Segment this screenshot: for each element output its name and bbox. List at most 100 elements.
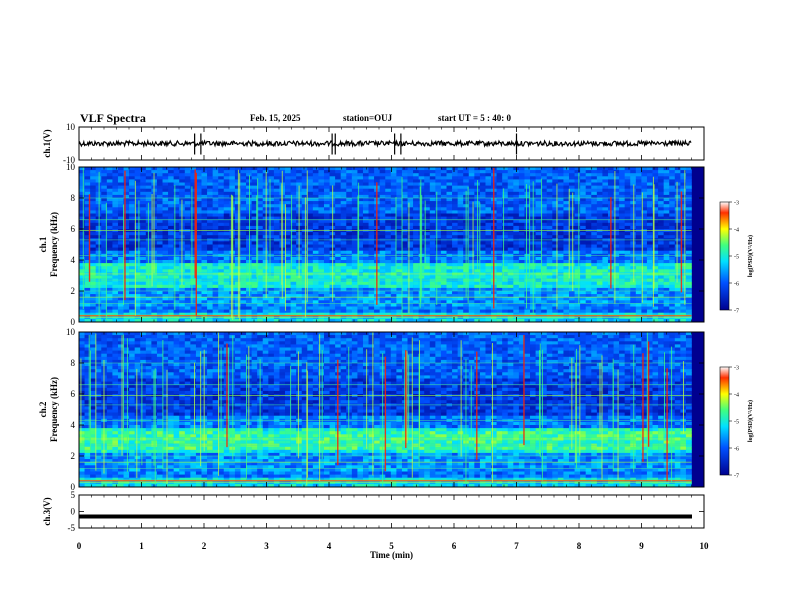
spectrogram-cell <box>479 300 486 304</box>
spectrogram-cell <box>507 318 514 322</box>
spectrogram-cell <box>541 194 548 199</box>
spectrogram-cell <box>591 182 598 186</box>
spectrogram-cell <box>468 225 475 230</box>
spectrogram-cell <box>557 207 564 211</box>
spectrogram-cell <box>156 210 163 214</box>
spectrogram-cell <box>112 222 119 227</box>
spectrogram-cell <box>212 281 219 286</box>
spectrogram-cell <box>440 266 447 270</box>
spectrogram-cell <box>574 219 581 224</box>
spectrogram-cell <box>123 300 130 304</box>
spectrogram-cell <box>312 244 319 248</box>
spectrogram-cell <box>207 182 213 186</box>
spectrogram-cell <box>440 241 447 245</box>
spectrogram-cell <box>541 275 548 279</box>
spectrogram-cell <box>106 188 113 193</box>
spectrogram-cell <box>290 291 297 295</box>
spectrogram-cell <box>168 303 174 307</box>
spectrogram-cell <box>201 275 208 279</box>
spectrogram-cell <box>379 297 386 301</box>
spectrogram-cell <box>346 173 353 177</box>
spectrogram-cell <box>569 294 575 298</box>
spectrogram-cell <box>335 303 342 307</box>
spectrogram-cell <box>156 235 163 239</box>
spectrogram-cell <box>168 219 174 224</box>
spectrogram-cell <box>574 291 581 295</box>
spectrogram-cell <box>218 219 225 224</box>
spectrogram-cell <box>335 188 342 193</box>
spectrogram-cell <box>90 244 97 248</box>
spectrogram-cell <box>585 275 592 279</box>
spectrogram-cell <box>207 210 213 214</box>
spectrogram-cell <box>79 263 85 267</box>
spectrogram-cell <box>285 201 291 205</box>
spectrogram-cell <box>351 216 358 220</box>
spectrogram-cell <box>251 281 258 286</box>
spectrogram-cell <box>396 225 403 230</box>
spectrogram-cell <box>435 191 442 196</box>
spectrogram-cell <box>390 297 397 301</box>
spectrogram-cell <box>95 241 102 245</box>
spectrogram-cell <box>418 191 425 196</box>
spectrogram-cell <box>351 241 358 245</box>
spectrogram-cell <box>79 182 85 186</box>
spectrogram-cell <box>257 244 264 248</box>
spectrogram-cell <box>424 185 431 189</box>
spectrogram-cell <box>596 281 603 286</box>
spectrogram-cell <box>407 241 414 245</box>
spectrogram-cell <box>290 266 297 270</box>
spectrogram-cell <box>407 297 414 301</box>
spectrogram-cell <box>307 198 314 202</box>
spectrogram-cell <box>513 244 520 248</box>
spectrogram-cell <box>368 222 375 227</box>
spectrogram-cell <box>563 201 570 205</box>
spectrogram-cell <box>173 306 180 310</box>
spectrogram-cell <box>546 281 553 286</box>
spectrogram-cell <box>179 284 186 289</box>
spectrogram-cell <box>234 260 241 264</box>
spectrogram-cell <box>596 194 603 199</box>
spectrogram-cell <box>435 198 442 202</box>
spectrogram-cell <box>585 188 592 193</box>
spectrogram-cell <box>273 188 280 193</box>
spectrogram-cell <box>429 219 436 224</box>
spectrogram-cell <box>168 204 174 208</box>
spectrogram-cell <box>207 207 213 211</box>
spectrogram-cell <box>246 263 252 267</box>
spectrogram-cell <box>134 204 141 208</box>
spectrogram-cell <box>145 198 152 202</box>
spectrogram-cell <box>580 204 587 208</box>
spectrogram-cell <box>162 318 169 322</box>
spectrogram-cell <box>123 303 130 307</box>
spectrogram-cell <box>340 232 347 236</box>
spectrogram-cell <box>396 294 403 298</box>
spectrogram-cell <box>112 256 119 261</box>
spectrogram-cell <box>513 241 520 245</box>
spectrogram-cell <box>362 309 369 313</box>
spectrogram-cell <box>362 210 369 214</box>
spectrogram-cell <box>312 204 319 208</box>
spectrogram-cell <box>123 225 130 230</box>
spectrogram-cell <box>580 284 587 289</box>
spectrogram-cell <box>318 213 325 217</box>
spectrogram-cell <box>496 167 503 171</box>
spectrogram-cell <box>591 275 598 279</box>
spectrogram-cell <box>401 235 408 239</box>
spectrogram-cell <box>435 188 442 193</box>
spectrogram-cell <box>557 185 564 189</box>
spectrogram-cell <box>179 194 186 199</box>
spectrogram-cell <box>301 260 308 264</box>
spectrogram-cell <box>285 210 291 214</box>
spectrogram-cell <box>156 176 163 180</box>
spectrogram-cell <box>552 179 559 183</box>
spectrogram-cell <box>101 188 108 193</box>
spectrogram-cell <box>496 207 503 211</box>
spectrogram-cell <box>596 198 603 202</box>
spectrogram-cell <box>596 191 603 196</box>
spectrogram-cell <box>435 303 442 307</box>
spectrogram-cell <box>440 170 447 174</box>
spectrogram-cell <box>496 204 503 208</box>
spectrogram-cell <box>552 269 559 273</box>
spectrogram-cell <box>162 176 169 180</box>
spectrogram-cell <box>591 173 598 177</box>
